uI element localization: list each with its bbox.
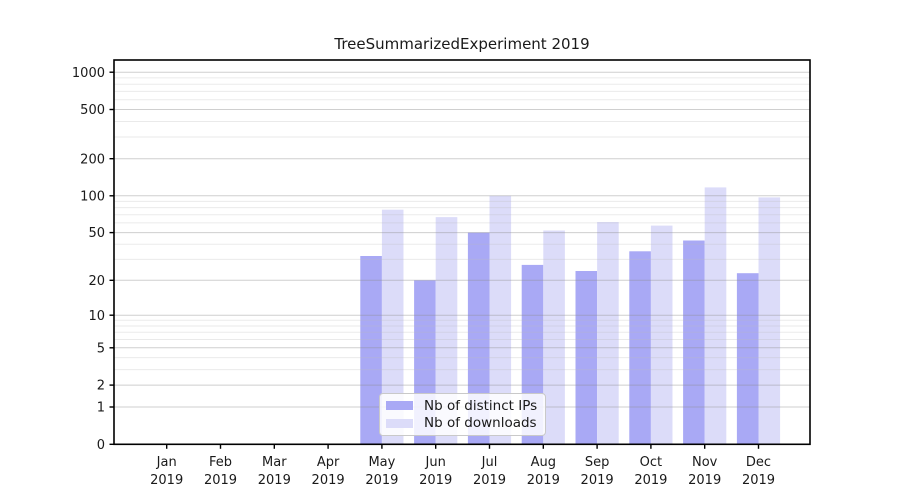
minor-gridlines-layer <box>114 77 810 371</box>
bar-downloads-aug <box>543 230 565 445</box>
x-tick-label-sep: Sep 2019 <box>581 455 614 488</box>
bar-downloads-jun <box>435 217 458 445</box>
legend-entry-distinct-ips: Nb of distinct IPs <box>386 398 539 414</box>
bar-ips-nov <box>683 240 705 445</box>
y-tick-label-500: 500 <box>80 103 105 118</box>
plot-border <box>113 59 811 446</box>
y-tick-label-2: 2 <box>97 379 105 394</box>
x-tick-label-oct: Oct 2019 <box>634 455 667 488</box>
x-tick-label-nov: Nov 2019 <box>688 455 721 488</box>
y-tick-label-1000: 1000 <box>72 66 105 81</box>
x-axis-layer: Jan 2019 Feb 2019 Mar 2019 Apr 2019 May 2019 Jun 20… <box>150 444 775 488</box>
legend-swatch-distinct-ips <box>386 401 413 411</box>
y-tick-label-50: 50 <box>88 226 105 241</box>
bar-downloads-sep <box>597 222 619 445</box>
y-tick-label-0: 0 <box>97 438 105 453</box>
x-tick-label-jun: Jun 2019 <box>419 455 452 488</box>
bar-ips-dec <box>736 273 759 445</box>
x-tick-label-mar: Mar 2019 <box>258 455 291 488</box>
legend-entry-downloads: Nb of downloads <box>386 415 539 431</box>
bar-downloads-oct <box>650 225 673 445</box>
x-tick-label-aug: Aug 2019 <box>527 455 560 488</box>
bar-downloads-jul <box>489 195 512 445</box>
legend-label-downloads: Nb of downloads <box>424 415 537 432</box>
bar-ips-sep <box>575 271 598 445</box>
y-tick-label-200: 200 <box>80 152 105 167</box>
x-tick-label-feb: Feb 2019 <box>204 455 237 488</box>
chart-title: TreeSummarizedExperiment 2019 <box>334 35 590 53</box>
y-tick-label-10: 10 <box>88 309 105 324</box>
bar-ips-jul <box>467 232 490 445</box>
y-tick-label-20: 20 <box>88 274 105 289</box>
legend-box: Nb of distinct IPs Nb of downloads <box>379 393 546 436</box>
bars-layer <box>360 187 781 445</box>
y-tick-label-5: 5 <box>97 341 105 356</box>
x-tick-label-jan: Jan 2019 <box>150 455 183 488</box>
x-tick-label-may: May 2019 <box>365 455 398 488</box>
x-tick-label-apr: Apr 2019 <box>312 455 345 488</box>
y-tick-label-1: 1 <box>97 401 105 416</box>
bar-downloads-nov <box>704 187 727 445</box>
x-tick-label-dec: Dec 2019 <box>742 455 775 488</box>
bar-ips-oct <box>629 251 651 445</box>
bar-ips-may <box>360 256 382 445</box>
legend-swatch-downloads <box>386 418 413 428</box>
legend-label-distinct-ips: Nb of distinct IPs <box>424 397 538 414</box>
bar-downloads-may <box>381 209 404 445</box>
bar-downloads-dec <box>758 197 781 445</box>
y-tick-label-100: 100 <box>80 189 105 204</box>
y-axis-layer: 0 1 2 5 10 20 50 100 200 500 1000 <box>72 66 114 453</box>
x-tick-label-jul: Jul 2019 <box>473 455 506 488</box>
